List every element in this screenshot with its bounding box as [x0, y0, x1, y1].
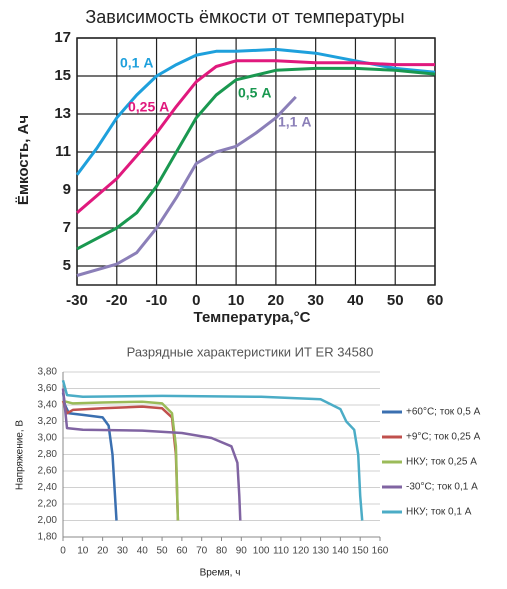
series-line	[62, 399, 180, 521]
y-axis-label: Напряжение, В	[15, 420, 26, 491]
x-tick-label: -20	[106, 292, 128, 309]
y-tick-label: 13	[54, 105, 71, 122]
x-tick-label: 160	[372, 546, 389, 557]
legend-label: НКУ; ток 0,1 А	[406, 507, 472, 518]
series-line	[76, 59, 435, 214]
y-tick-label: 7	[63, 219, 71, 236]
legend-label: -30°C; ток 0,1 А	[406, 482, 478, 493]
series-line	[61, 400, 180, 521]
x-tick-label: 30	[117, 546, 129, 557]
y-tick-label: 2,20	[38, 499, 58, 510]
series-label: 0,1 А	[120, 55, 153, 71]
series-label: 1,1 А	[278, 114, 311, 130]
y-tick-label: 9	[63, 181, 71, 198]
x-tick-label: 10	[77, 546, 89, 557]
x-tick-label: 70	[196, 546, 208, 557]
x-tick-label: 90	[236, 546, 248, 557]
x-tick-label: 30	[307, 292, 324, 309]
y-tick-label: 3,20	[38, 416, 58, 427]
y-tick-label: 3,80	[38, 367, 58, 378]
series-line	[76, 66, 436, 251]
y-axis-label: Ёмкость, Ач	[15, 115, 32, 205]
x-tick-label: 10	[228, 292, 245, 309]
y-tick-label: 2,80	[38, 449, 58, 460]
x-tick-label: 130	[312, 546, 329, 557]
y-tick-label: 1,80	[38, 532, 58, 543]
chart-title: Зависимость ёмкости от температуры	[85, 7, 404, 27]
legend-label: +60°C; ток 0,5 А	[406, 407, 481, 418]
x-tick-label: 40	[137, 546, 149, 557]
y-tick-label: 2,60	[38, 466, 58, 477]
x-tick-label: 60	[427, 292, 444, 309]
plot-frame	[76, 37, 436, 286]
x-tick-label: 110	[273, 546, 289, 557]
y-tick-label: 5	[63, 257, 71, 274]
y-tick-label: 11	[55, 143, 71, 160]
y-tick-label: 3,40	[38, 400, 58, 411]
series-label: 0,25 А	[128, 99, 169, 115]
x-tick-label: 60	[176, 546, 188, 557]
y-tick-label: 15	[54, 67, 71, 84]
series-line	[75, 47, 436, 176]
series-line	[61, 379, 364, 521]
series-label: 0,5 А	[238, 85, 271, 101]
y-tick-label: 2,00	[38, 515, 58, 526]
x-tick-label: 150	[352, 546, 369, 557]
legend-label: НКУ; ток 0,25 А	[406, 457, 477, 468]
x-tick-label: 50	[157, 546, 169, 557]
x-tick-label: 20	[97, 546, 109, 557]
x-tick-label: 120	[292, 546, 309, 557]
x-tick-label: 0	[192, 292, 200, 309]
x-tick-label: 20	[268, 292, 285, 309]
x-axis-label: Время, ч	[200, 568, 241, 579]
y-tick-label: 2,40	[38, 482, 58, 493]
y-tick-label: 3,60	[38, 383, 58, 394]
x-tick-label: 80	[216, 546, 228, 557]
x-tick-label: 50	[387, 292, 404, 309]
x-tick-label: -30	[66, 292, 88, 309]
series-line	[61, 388, 242, 521]
x-axis-label: Температура,°C	[194, 309, 311, 326]
x-tick-label: 100	[253, 546, 270, 557]
x-tick-label: 40	[347, 292, 364, 309]
x-tick-label: 0	[60, 546, 66, 557]
y-tick-label: 17	[54, 29, 71, 46]
x-tick-label: -10	[146, 292, 168, 309]
y-tick-label: 3,00	[38, 433, 58, 444]
x-tick-label: 140	[332, 546, 349, 557]
series-line	[76, 95, 297, 277]
legend-label: +9°C; ток 0,25 А	[406, 432, 481, 443]
chart-title: Разрядные характеристики ИТ ER 34580	[127, 344, 374, 359]
